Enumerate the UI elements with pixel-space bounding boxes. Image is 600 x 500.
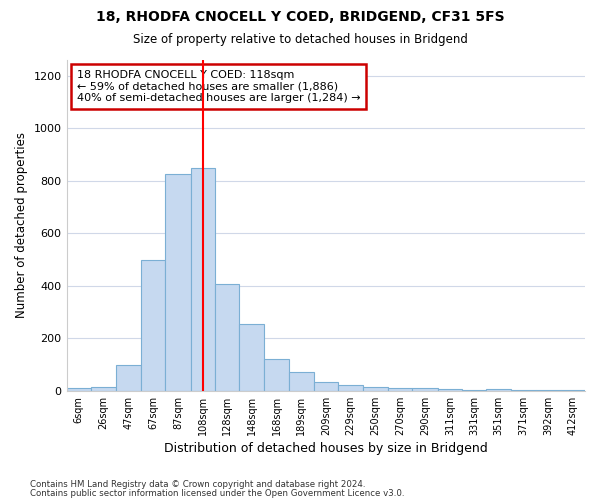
Bar (165, 174, 191, 391)
Bar (462, 390, 487, 391)
Bar (314, 382, 338, 391)
Bar (141, 260, 165, 391)
Bar (388, 388, 412, 391)
Bar (264, 360, 289, 391)
Y-axis label: Number of detached properties: Number of detached properties (15, 132, 28, 318)
Bar (487, 388, 511, 391)
X-axis label: Distribution of detached houses by size in Bridgend: Distribution of detached houses by size … (164, 442, 488, 455)
Bar (215, 284, 239, 391)
Bar (560, 390, 585, 391)
Text: 18, RHODFA CNOCELL Y COED, BRIDGEND, CF31 5FS: 18, RHODFA CNOCELL Y COED, BRIDGEND, CF3… (95, 10, 505, 24)
Bar (116, 364, 141, 391)
Bar (239, 324, 264, 391)
Bar (536, 390, 560, 391)
Bar (91, 387, 116, 391)
Text: Size of property relative to detached houses in Bridgend: Size of property relative to detached ho… (133, 32, 467, 46)
Text: Contains HM Land Registry data © Crown copyright and database right 2024.: Contains HM Land Registry data © Crown c… (30, 480, 365, 489)
Bar (438, 389, 462, 391)
Bar (412, 388, 438, 391)
Bar (364, 387, 388, 391)
Text: 18 RHODFA CNOCELL Y COED: 118sqm
← 59% of detached houses are smaller (1,886)
40: 18 RHODFA CNOCELL Y COED: 118sqm ← 59% o… (77, 70, 361, 103)
Bar (191, 168, 215, 391)
Bar (67, 388, 91, 391)
Bar (338, 385, 364, 391)
Text: Contains public sector information licensed under the Open Government Licence v3: Contains public sector information licen… (30, 488, 404, 498)
Bar (511, 390, 536, 391)
Bar (289, 372, 314, 391)
